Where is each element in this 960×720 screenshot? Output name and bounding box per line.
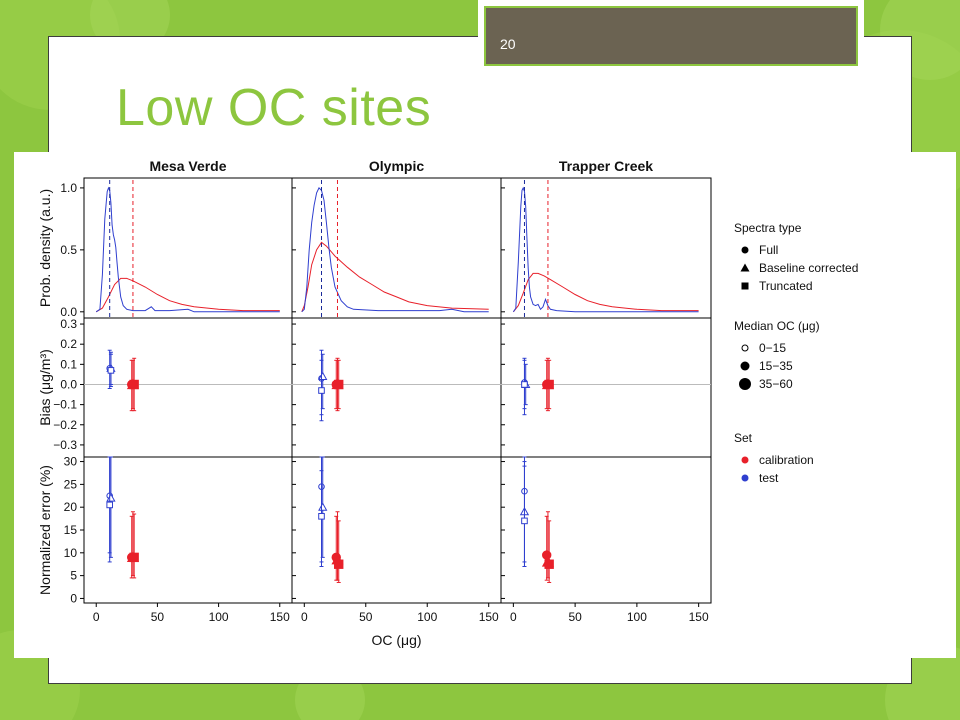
- legend-title: Spectra type: [734, 221, 802, 235]
- test-density-line: [95, 186, 280, 313]
- y-axis-label: Prob. density (a.u.): [37, 189, 53, 307]
- legend-label: Full: [759, 243, 778, 257]
- legend-label: 15−35: [759, 359, 793, 373]
- calibration-density-line: [95, 277, 280, 313]
- y-tick-label: 10: [64, 546, 78, 560]
- y-tick-label: 0: [70, 591, 77, 605]
- site-title: Mesa Verde: [149, 158, 226, 174]
- legend-label: test: [759, 471, 779, 485]
- test-point: [318, 371, 328, 380]
- page-number-tab: 20: [478, 0, 864, 72]
- y-tick-label: 5: [70, 569, 77, 583]
- x-tick-label: 150: [689, 610, 709, 624]
- panel-frame: [500, 317, 712, 458]
- legend-label: Truncated: [759, 279, 813, 293]
- site-title: Trapper Creek: [559, 158, 653, 174]
- test-point: [107, 367, 115, 374]
- legend-title: Set: [734, 431, 753, 445]
- chart-svg: Mesa Verde Olympic Trapper Creek 0.0 0.5 1.0 P…: [37, 158, 858, 648]
- calibration-point: [544, 379, 554, 390]
- calibration-point: [129, 552, 139, 563]
- y-tick-label: 0.0: [60, 305, 77, 319]
- x-tick-label: 150: [270, 610, 290, 624]
- legend-marker: [741, 344, 749, 352]
- x-tick-label: 100: [417, 610, 437, 624]
- legend-label: Baseline corrected: [759, 261, 858, 275]
- test-point: [318, 502, 328, 511]
- y-axis-label: Normalized error (%): [37, 465, 53, 595]
- calibration-point: [544, 559, 554, 569]
- test-point: [521, 517, 528, 525]
- page-number: 20: [500, 36, 516, 52]
- panel-frame: [291, 456, 502, 604]
- test-point: [106, 493, 116, 502]
- test-point: [106, 501, 113, 509]
- y-tick-label: −0.3: [53, 438, 77, 452]
- legend-title: Median OC (μg): [734, 319, 820, 333]
- y-tick-label: 25: [64, 477, 78, 491]
- legend-label: 35−60: [759, 377, 793, 391]
- chart-figure: Mesa Verde Olympic Trapper Creek 0.0 0.5 1.0 P…: [14, 152, 956, 658]
- calibration-point: [334, 379, 344, 390]
- legend-marker: [741, 456, 749, 464]
- legend-marker: [739, 378, 751, 390]
- legend-marker: [741, 474, 749, 482]
- legend-marker: [740, 263, 750, 272]
- y-tick-label: 0.3: [60, 317, 77, 331]
- y-tick-label: 0.0: [60, 377, 77, 391]
- calibration-point: [129, 379, 139, 390]
- y-tick-label: 0.5: [60, 243, 77, 257]
- legend-marker: [741, 282, 749, 290]
- slide-title: Low OC sites: [116, 79, 432, 137]
- x-tick-label: 0: [93, 610, 100, 624]
- x-tick-label: 0: [301, 610, 308, 624]
- test-density-line: [512, 186, 699, 313]
- x-axis-label: OC (μg): [371, 632, 421, 648]
- calibration-density-line: [513, 272, 699, 313]
- page-number-tab-inner: 20: [484, 6, 858, 66]
- y-tick-label: 30: [64, 455, 78, 469]
- x-tick-label: 0: [510, 610, 517, 624]
- y-tick-label: 0.1: [60, 357, 77, 371]
- calibration-density-line: [301, 241, 489, 312]
- test-point: [318, 513, 325, 520]
- test-density-line: [301, 187, 489, 313]
- panel-frame: [500, 177, 712, 319]
- panel-frame: [83, 317, 293, 458]
- y-tick-label: 15: [64, 523, 78, 537]
- legend-label: calibration: [759, 453, 814, 467]
- y-tick-label: −0.2: [53, 418, 77, 432]
- x-tick-label: 100: [627, 610, 647, 624]
- x-tick-label: 100: [209, 610, 229, 624]
- calibration-point: [334, 559, 344, 569]
- site-title: Olympic: [369, 158, 424, 174]
- panel-frame: [83, 456, 293, 604]
- test-point: [521, 381, 528, 388]
- panel-frame: [500, 456, 712, 604]
- x-tick-label: 50: [568, 610, 582, 624]
- y-tick-label: 1.0: [60, 181, 77, 195]
- panel-frame: [83, 177, 293, 319]
- y-tick-label: −0.1: [53, 398, 77, 412]
- legend-marker: [741, 246, 749, 254]
- x-tick-label: 50: [359, 610, 373, 624]
- y-tick-label: 20: [64, 500, 78, 514]
- legend-marker: [740, 361, 750, 371]
- x-tick-label: 50: [151, 610, 165, 624]
- legend-label: 0−15: [759, 341, 786, 355]
- x-tick-label: 150: [479, 610, 499, 624]
- test-point: [318, 387, 325, 394]
- y-tick-label: 0.2: [60, 337, 77, 351]
- y-axis-label: Bias (μg/m³): [37, 349, 53, 426]
